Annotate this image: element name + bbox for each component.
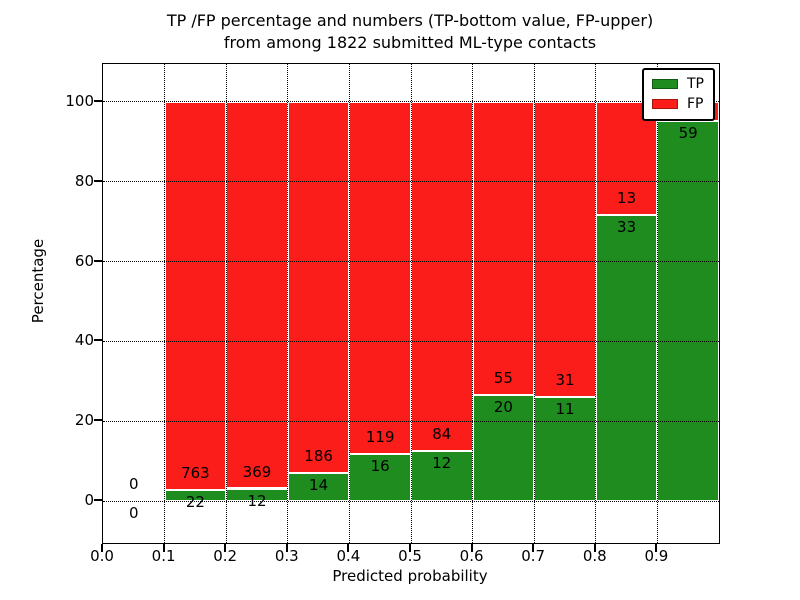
bar-tp-segment: [595, 214, 658, 502]
vertical-gridline: [656, 64, 658, 543]
legend-swatch-tp-icon: [652, 79, 678, 89]
legend-label-tp: TP: [687, 76, 704, 92]
legend-entry-fp: FP: [652, 97, 704, 111]
horizontal-gridline: [103, 500, 719, 502]
fp-count-label: 369: [242, 462, 272, 481]
horizontal-gridline: [103, 420, 719, 422]
y-axis-tick: [94, 259, 102, 262]
bar-tp-segment: [349, 453, 411, 502]
x-axis-tick: [101, 543, 103, 552]
bar-tp-segment: [657, 121, 719, 502]
x-axis-tick-label: 0.5: [398, 547, 422, 565]
y-axis-tick: [94, 179, 102, 182]
tp-count-label: 22: [185, 492, 205, 511]
tp-count-label: 20: [493, 397, 513, 416]
x-axis-tick-label: 0.2: [213, 547, 238, 565]
x-axis-tick: [655, 543, 658, 552]
tp-count-label: 12: [432, 454, 452, 473]
fp-count-label: 31: [555, 370, 575, 389]
y-axis-tick-label: 20: [74, 411, 94, 430]
legend-entry-tp: TP: [652, 77, 704, 91]
x-axis-tick-label: 0.3: [274, 547, 299, 565]
x-axis-tick: [593, 543, 596, 552]
x-axis-tick: [162, 543, 165, 552]
vertical-gridline: [164, 64, 166, 543]
y-axis-tick: [94, 339, 102, 342]
x-axis-tick: [470, 543, 473, 552]
horizontal-gridline: [103, 340, 719, 342]
chart-title: TP /FP percentage and numbers (TP-bottom…: [102, 10, 718, 54]
bar-fp-segment: [164, 101, 227, 490]
chart-title-line2: from among 1822 submitted ML-type contac…: [223, 33, 597, 52]
fp-count-label: 186: [304, 447, 333, 466]
fp-count-label: 119: [365, 427, 395, 446]
x-axis-label: Predicted probability: [332, 567, 488, 585]
x-axis-tick: [224, 543, 227, 552]
x-axis-tick-label: 0.7: [521, 547, 546, 565]
tp-count-label: 12: [247, 491, 267, 510]
horizontal-gridline: [103, 181, 719, 183]
horizontal-gridline: [103, 101, 719, 103]
x-axis-tick: [409, 543, 411, 552]
tp-count-label: 0: [129, 504, 139, 523]
x-axis-tick: [285, 543, 288, 552]
x-axis-tick-label: 0.0: [90, 547, 114, 565]
fp-count-label: 13: [617, 188, 637, 207]
x-axis-tick-label: 0.1: [151, 547, 176, 565]
vertical-gridline: [533, 64, 535, 543]
fp-count-label: 0: [129, 475, 139, 494]
y-axis-tick-label: 80: [74, 171, 94, 190]
vertical-gridline: [348, 64, 350, 543]
x-axis-tick-label: 0.4: [336, 547, 361, 565]
vertical-gridline: [225, 64, 227, 543]
tp-count-label: 59: [678, 124, 698, 143]
x-axis-tick: [347, 543, 350, 552]
y-axis-tick-label: 0: [84, 491, 94, 510]
tp-count-label: 16: [370, 456, 390, 475]
y-axis-tick: [94, 419, 102, 422]
y-axis-tick-label: 40: [74, 331, 94, 350]
legend-label-fp: FP: [687, 96, 704, 112]
bar-fp-segment: [349, 101, 411, 454]
vertical-gridline: [410, 64, 412, 543]
plot-area: TP FP 0 0 763 22 369 12 186 14 119 16 84 12 55 20 31 11…: [102, 63, 720, 544]
legend: TP FP: [642, 68, 715, 121]
tp-count-label: 33: [617, 217, 637, 236]
x-axis-tick-label: 0.8: [582, 547, 607, 565]
y-axis-tick: [94, 99, 102, 102]
y-axis-tick-label: 100: [65, 91, 94, 110]
chart-title-line1: TP /FP percentage and numbers (TP-bottom…: [166, 11, 654, 30]
x-axis-tick: [532, 543, 535, 552]
vertical-gridline: [595, 64, 597, 543]
bar-fp-segment: [534, 101, 596, 397]
fp-count-label: 763: [181, 463, 210, 482]
horizontal-gridline: [103, 261, 719, 263]
bar-fp-segment: [226, 101, 288, 489]
tp-count-label: 11: [555, 399, 575, 418]
x-axis-tick-label: 0.9: [644, 547, 669, 565]
y-axis-tick-label: 60: [74, 251, 94, 270]
vertical-gridline: [287, 64, 289, 543]
tp-count-label: 14: [309, 476, 329, 495]
vertical-gridline: [472, 64, 474, 543]
y-axis-tick: [94, 499, 102, 502]
bar-fp-segment: [472, 101, 535, 395]
fp-count-label: 84: [432, 425, 452, 444]
x-axis-tick-label: 0.6: [459, 547, 484, 565]
bar-fp-segment: [287, 101, 350, 474]
fp-count-label: 55: [493, 368, 513, 387]
bar-fp-segment: [411, 101, 473, 452]
legend-swatch-fp-icon: [652, 99, 678, 109]
